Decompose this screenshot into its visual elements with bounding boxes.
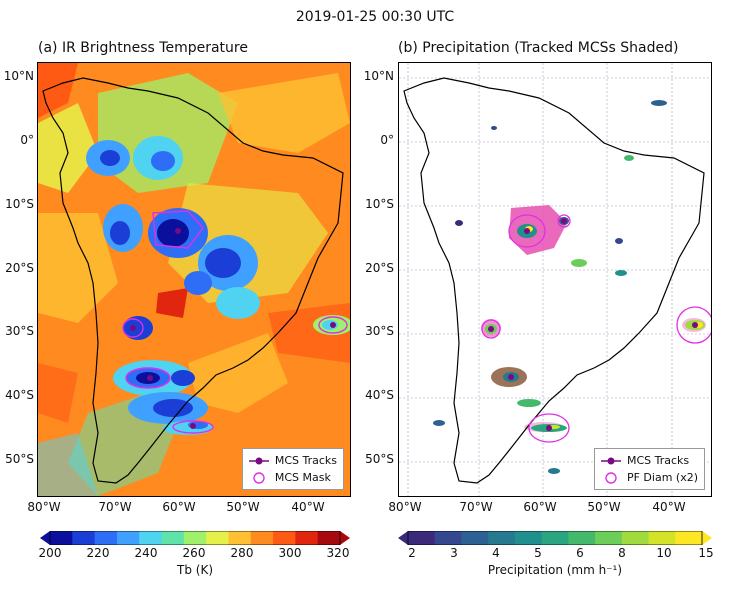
ir-colorbar-label: Tb (K) bbox=[177, 563, 213, 577]
colorbar-swatch bbox=[50, 531, 73, 545]
colorbar-swatch bbox=[183, 531, 207, 545]
colorbar-swatch bbox=[295, 531, 319, 545]
ir-map[interactable]: MCS Tracks MCS Mask bbox=[37, 62, 351, 497]
precip-map-canvas bbox=[399, 63, 711, 496]
colorbar-swatch bbox=[461, 531, 489, 545]
precip-cells bbox=[433, 100, 705, 474]
precip-ytick: 40°S bbox=[365, 388, 394, 402]
precip-legend-diam-label: PF Diam (x2) bbox=[626, 471, 698, 484]
colorbar-swatch bbox=[250, 531, 274, 545]
precip-colorbar-tick: 2 bbox=[408, 546, 416, 560]
ir-ytick: 0° bbox=[20, 133, 34, 147]
precip-colorbar-tick: 3 bbox=[450, 546, 458, 560]
colorbar-swatch bbox=[488, 531, 516, 545]
ir-colorbar-tick: 260 bbox=[182, 546, 206, 560]
colorbar-swatch bbox=[595, 531, 623, 545]
ir-colorbar-tick: 220 bbox=[86, 546, 110, 560]
panel-b-title: (b) Precipitation (Tracked MCSs Shaded) bbox=[398, 40, 679, 56]
colorbar-swatch bbox=[116, 531, 140, 545]
precip-legend-tracks: MCS Tracks bbox=[600, 452, 698, 469]
precip-colorbar-tick: 10 bbox=[656, 546, 672, 560]
colorbar-swatch bbox=[139, 531, 163, 545]
figure-title: 2019-01-25 00:30 UTC bbox=[295, 9, 455, 25]
precip-ytick: 0° bbox=[380, 133, 394, 147]
ir-colorbar-graphic bbox=[40, 530, 350, 546]
ir-colorbar-tick: 240 bbox=[134, 546, 158, 560]
precip-colorbar-tick: 5 bbox=[534, 546, 542, 560]
colorbar-swatch bbox=[434, 531, 462, 545]
colorbar-swatch bbox=[72, 531, 96, 545]
ir-colorbar-tick: 320 bbox=[326, 546, 350, 560]
precip-colorbar-graphic bbox=[398, 530, 712, 546]
ir-xtick: 80°W bbox=[27, 500, 61, 514]
ir-ytick: 50°S bbox=[5, 452, 34, 466]
ir-colorbar-tick: 300 bbox=[278, 546, 302, 560]
precip-xtick: 40°W bbox=[652, 500, 686, 514]
colorbar-swatch bbox=[621, 531, 650, 545]
precip-colorbar-tick: 15 bbox=[698, 546, 714, 560]
precip-colorbar-tick: 8 bbox=[618, 546, 626, 560]
precip-ytick: 20°S bbox=[365, 261, 394, 275]
ir-ytick: 20°S bbox=[5, 261, 34, 275]
ir-ytick: 30°S bbox=[5, 324, 34, 338]
precip-ytick: 10°N bbox=[363, 69, 394, 83]
precip-pf-diameters bbox=[481, 214, 711, 443]
ir-legend-tracks: MCS Tracks bbox=[248, 452, 337, 469]
ir-xtick: 60°W bbox=[162, 500, 196, 514]
colorbar-swatch bbox=[514, 531, 543, 545]
ir-coastline bbox=[42, 77, 344, 484]
colorbar-swatch bbox=[206, 531, 229, 545]
precip-coastline bbox=[403, 77, 705, 484]
precip-map[interactable]: MCS Tracks PF Diam (x2) bbox=[398, 62, 712, 497]
ir-map-canvas bbox=[38, 63, 350, 496]
precip-ytick: 50°S bbox=[365, 452, 394, 466]
ir-xtick: 70°W bbox=[98, 500, 132, 514]
ir-colorbar bbox=[40, 530, 350, 546]
colorbar-swatch bbox=[161, 531, 185, 545]
ir-ytick: 40°S bbox=[5, 388, 34, 402]
colorbar-swatch bbox=[568, 531, 596, 545]
ir-warm-patches bbox=[38, 63, 350, 423]
precip-legend-tracks-label: MCS Tracks bbox=[626, 454, 690, 467]
precip-mcs-tracks bbox=[488, 218, 698, 431]
ir-colorbar-tick: 200 bbox=[38, 546, 62, 560]
ir-legend: MCS Tracks MCS Mask bbox=[241, 448, 344, 490]
precip-legend: MCS Tracks PF Diam (x2) bbox=[593, 448, 705, 490]
panel-a-title: (a) IR Brightness Temperature bbox=[38, 40, 248, 56]
colorbar-swatch bbox=[228, 531, 252, 545]
colorbar-swatch bbox=[273, 531, 296, 545]
colorbar-swatch bbox=[408, 531, 436, 545]
ir-legend-mask-label: MCS Mask bbox=[274, 471, 331, 484]
precip-ytick: 30°S bbox=[365, 324, 394, 338]
ir-colorbar-tick: 280 bbox=[230, 546, 254, 560]
precip-colorbar-tick: 6 bbox=[576, 546, 584, 560]
ir-xtick: 50°W bbox=[226, 500, 260, 514]
precip-legend-diam: PF Diam (x2) bbox=[601, 469, 698, 486]
ir-mcs-mask bbox=[122, 210, 348, 434]
ir-ytick: 10°N bbox=[3, 69, 34, 83]
ir-xtick: 40°W bbox=[291, 500, 325, 514]
precip-colorbar bbox=[398, 530, 712, 546]
colorbar-swatch bbox=[317, 531, 341, 545]
precip-xtick: 70°W bbox=[459, 500, 493, 514]
precip-gridlines bbox=[399, 63, 711, 496]
colorbar-swatch bbox=[675, 531, 703, 545]
precip-colorbar-label: Precipitation (mm h⁻¹) bbox=[487, 563, 623, 577]
ir-ytick: 10°S bbox=[5, 197, 34, 211]
colorbar-swatch bbox=[648, 531, 676, 545]
precip-colorbar-tick: 4 bbox=[492, 546, 500, 560]
ir-mcs-tracks bbox=[130, 228, 336, 429]
ir-legend-tracks-label: MCS Tracks bbox=[274, 454, 337, 467]
precip-xtick: 50°W bbox=[587, 500, 621, 514]
precip-xtick: 60°W bbox=[523, 500, 557, 514]
precip-ytick: 10°S bbox=[365, 197, 394, 211]
ir-legend-mask: MCS Mask bbox=[249, 469, 337, 486]
colorbar-swatch bbox=[541, 531, 569, 545]
colorbar-swatch bbox=[94, 531, 118, 545]
precip-xtick: 80°W bbox=[388, 500, 422, 514]
